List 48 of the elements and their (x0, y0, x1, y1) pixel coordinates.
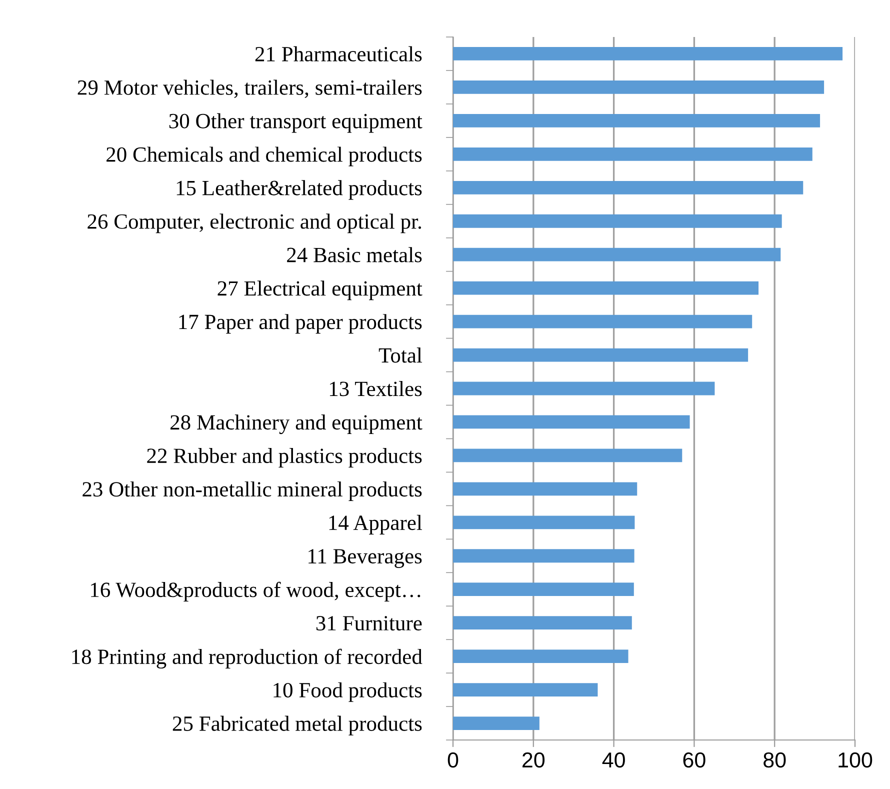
bar (453, 683, 598, 696)
bar (453, 348, 748, 362)
y-tick-label: 25 Fabricated metal products (172, 716, 422, 736)
y-tick-label: 17 Paper and paper products (179, 314, 422, 334)
bar (453, 80, 824, 94)
x-tick-label: 40 (602, 752, 625, 768)
bar (453, 549, 634, 563)
bar (453, 47, 843, 60)
bar (453, 616, 632, 630)
y-tick-label: 20 Chemicals and chemical products (106, 146, 422, 166)
y-tick-label: 11 Beverages (308, 549, 422, 568)
bar (453, 314, 752, 328)
bar (453, 582, 634, 596)
y-tick-label: 18 Printing and reproduction of recorded (72, 648, 422, 669)
y-tick-label: 31 Furniture (316, 616, 422, 631)
y-tick-label: 21 Pharmaceuticals (255, 46, 422, 62)
bar (453, 180, 804, 194)
x-tick-label: 20 (522, 752, 545, 768)
bar (453, 114, 820, 128)
bar (453, 516, 635, 530)
y-tick-label: 27 Electrical equipment (218, 280, 422, 300)
bar (453, 382, 715, 396)
x-tick-label: 0 (448, 752, 458, 768)
y-tick-label: 22 Rubber and plastics products (147, 448, 422, 468)
bar (453, 482, 638, 496)
bar (453, 281, 759, 295)
bar (453, 415, 690, 429)
y-tick-label: 16 Wood&products of wood, except… (91, 582, 420, 602)
y-tick-label: 24 Basic metals (287, 247, 422, 262)
y-tick-label: 29 Motor vehicles, trailers, semi-trailers (78, 80, 422, 98)
y-tick-label: 23 Other non-metallic mineral products (82, 481, 422, 501)
y-tick-label: 15 Leather&related products (176, 180, 422, 200)
y-tick-label: 30 Other transport equipment (169, 113, 422, 133)
y-tick-label: 10 Food products (274, 682, 422, 702)
bar (453, 248, 781, 262)
x-tick-label: 80 (764, 752, 786, 768)
y-tick-label: 13 Textiles (330, 381, 422, 396)
bar (453, 147, 812, 161)
y-tick-label: 26 Computer, electronic and optical pr. (88, 214, 422, 234)
y-tick-label: 14 Apparel (329, 514, 422, 534)
bar (453, 214, 782, 228)
bar (453, 716, 540, 730)
y-tick-label: Total (378, 348, 422, 363)
bar (453, 650, 628, 664)
x-tick-label: 60 (683, 752, 706, 768)
bar (453, 448, 682, 462)
x-tick-label: 100 (838, 752, 872, 768)
y-tick-label: 28 Machinery and equipment (170, 414, 422, 434)
